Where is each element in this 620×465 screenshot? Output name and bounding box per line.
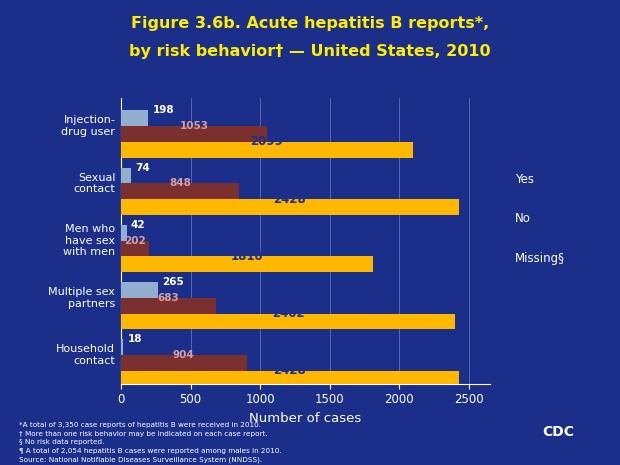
Bar bbox=[121, 184, 239, 199]
Bar bbox=[121, 126, 267, 142]
Text: 2428: 2428 bbox=[273, 193, 306, 206]
Bar bbox=[121, 355, 247, 371]
Text: CDC: CDC bbox=[542, 425, 574, 439]
Text: 2402: 2402 bbox=[272, 307, 304, 320]
Text: 1810: 1810 bbox=[231, 250, 264, 263]
Bar bbox=[121, 313, 455, 329]
Text: 1053: 1053 bbox=[180, 121, 209, 131]
Bar bbox=[121, 142, 413, 158]
Text: 74: 74 bbox=[135, 163, 150, 173]
Bar bbox=[121, 111, 148, 126]
Bar bbox=[121, 168, 131, 183]
Bar bbox=[121, 199, 459, 215]
X-axis label: Number of cases: Number of cases bbox=[249, 412, 361, 425]
Bar bbox=[121, 339, 123, 355]
Text: 202: 202 bbox=[124, 236, 146, 246]
Text: 904: 904 bbox=[173, 350, 195, 360]
Text: 683: 683 bbox=[157, 293, 179, 303]
Text: Missing§: Missing§ bbox=[515, 252, 564, 265]
Bar bbox=[121, 256, 373, 272]
Bar bbox=[121, 225, 126, 241]
Text: 265: 265 bbox=[162, 277, 184, 287]
Text: Figure 3.6b. Acute hepatitis B reports*,: Figure 3.6b. Acute hepatitis B reports*, bbox=[131, 16, 489, 31]
Bar bbox=[121, 241, 149, 256]
Text: 198: 198 bbox=[153, 106, 174, 115]
Bar bbox=[121, 298, 216, 313]
Text: 848: 848 bbox=[169, 179, 191, 188]
Text: by risk behavior† — United States, 2010: by risk behavior† — United States, 2010 bbox=[129, 44, 491, 59]
Text: 2099: 2099 bbox=[250, 135, 283, 148]
Bar bbox=[121, 282, 158, 298]
Text: 2428: 2428 bbox=[273, 364, 306, 377]
Text: No: No bbox=[515, 213, 531, 226]
Text: 42: 42 bbox=[131, 220, 146, 230]
Text: 18: 18 bbox=[128, 334, 142, 344]
Bar bbox=[121, 371, 459, 386]
Text: Yes: Yes bbox=[515, 173, 534, 186]
Text: *A total of 3,350 case reports of hepatitis B were received in 2010.
† More than: *A total of 3,350 case reports of hepati… bbox=[19, 422, 281, 463]
